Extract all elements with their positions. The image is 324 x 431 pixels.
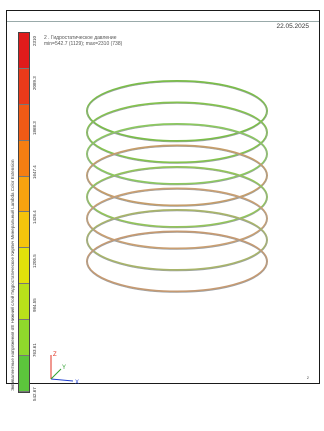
color-scale-segment <box>19 212 29 249</box>
cylinder-ring-outline <box>86 103 268 164</box>
cylinder-ring-outline <box>86 189 268 250</box>
color-scale-tick-label: 542.67 <box>32 387 37 401</box>
color-scale-segment <box>19 104 29 141</box>
header-divider <box>7 21 319 22</box>
page-number: 2 <box>306 375 309 380</box>
cylinder-ring-outline <box>86 124 268 186</box>
y-axis-line <box>50 368 62 380</box>
cylinder-ring-outline <box>86 167 268 229</box>
cylinder-ring-outline <box>86 81 268 143</box>
cylinder-ring-outline <box>86 232 268 293</box>
y-axis-label: Y <box>62 365 66 371</box>
color-scale-segment <box>19 284 29 321</box>
load-case-title: 2 . Гидростатическое давление <box>44 35 117 41</box>
z-axis-label: Z <box>53 352 57 358</box>
color-scale-bar <box>18 32 30 393</box>
color-scale-segment <box>19 248 29 285</box>
report-date: 22.05.2025 <box>276 23 309 30</box>
color-scale-segment <box>19 68 29 105</box>
cylinder-ring-outline <box>86 146 268 207</box>
axis-triad: Z X Y <box>50 352 79 386</box>
color-scale-segment <box>19 176 29 213</box>
x-axis-line <box>50 378 74 382</box>
min-max-summary: min=542.7 (1129); max=2310 (738) <box>44 41 123 47</box>
cylinder-model-view[interactable] <box>7 11 321 385</box>
color-scale-segment <box>19 320 29 357</box>
x-axis-label: X <box>75 380 79 386</box>
cylinder-ring-outline <box>86 210 268 272</box>
color-scale-segment <box>19 33 29 69</box>
report-frame: 22.05.2025 2 . Гидростатическое давление… <box>6 10 321 401</box>
color-scale-segment <box>19 140 29 177</box>
